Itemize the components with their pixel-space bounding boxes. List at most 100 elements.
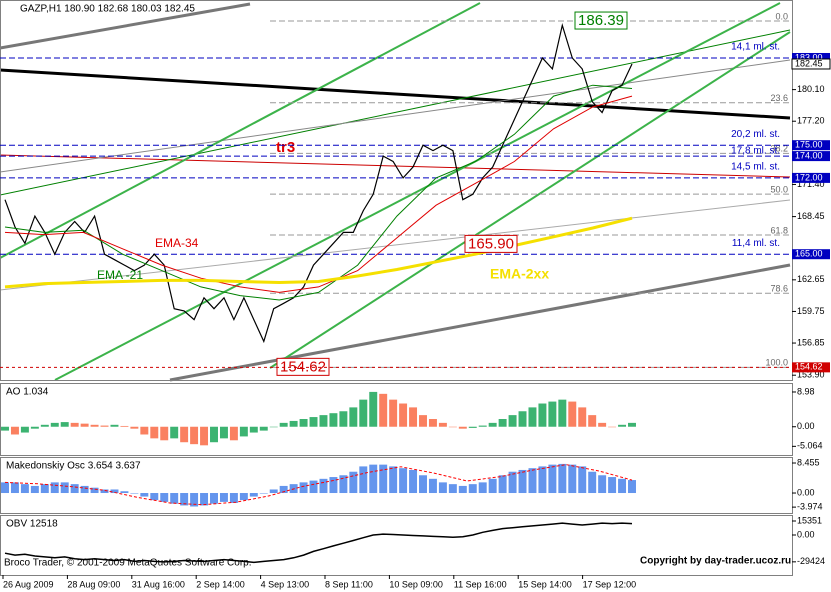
bar <box>120 425 129 427</box>
bar <box>379 393 388 427</box>
bar <box>488 478 497 494</box>
panel-title: OBV 12518 <box>6 519 58 530</box>
x-tick-label: 26 Aug 2009 <box>3 579 54 589</box>
bar <box>70 484 79 494</box>
bar <box>548 464 557 494</box>
bar <box>508 471 517 494</box>
bar <box>568 464 577 494</box>
bar <box>259 493 268 494</box>
bar <box>329 413 338 427</box>
bar <box>10 426 19 435</box>
bar <box>438 422 447 427</box>
level-note: 11,4 ml. st. <box>732 238 780 249</box>
low-box <box>792 362 830 373</box>
bar <box>150 426 159 439</box>
bar <box>50 482 59 494</box>
bar <box>389 399 398 427</box>
y-tick-label: 0.00 <box>797 487 815 497</box>
series-label: EMA-34 <box>155 236 199 250</box>
channel-line <box>54 2 781 381</box>
bar <box>180 426 189 443</box>
panel-frame <box>0 515 793 576</box>
bar <box>389 466 398 494</box>
bar <box>329 477 338 494</box>
bar <box>30 485 39 494</box>
price-tag: 165.90 <box>468 235 514 252</box>
bar <box>319 478 328 494</box>
last-price-box <box>791 58 831 70</box>
level-price: 175.00 <box>795 140 823 150</box>
bar <box>498 419 507 427</box>
level-note: 20,2 ml. st. <box>731 129 780 140</box>
x-tick-label: 28 Aug 09:00 <box>67 579 120 589</box>
level-price: 174.00 <box>795 150 823 160</box>
x-tick-label: 15 Sep 14:00 <box>518 579 572 589</box>
line-series <box>4 464 633 506</box>
bar <box>409 469 418 494</box>
level-box <box>792 52 830 63</box>
bar <box>598 475 607 494</box>
bar <box>90 424 99 427</box>
bar <box>419 475 427 494</box>
channel-line <box>0 2 481 259</box>
bar <box>399 468 408 494</box>
panel-title: Makedonskiy Osc 3.654 3.637 <box>6 461 141 472</box>
y-tick-label: -3.974 <box>797 501 823 511</box>
bar <box>568 401 577 427</box>
bar <box>538 403 547 427</box>
bar <box>319 415 328 427</box>
level-note: 14,5 ml. st. <box>731 162 780 173</box>
bar <box>249 426 258 433</box>
bar <box>190 493 199 507</box>
bar <box>160 493 169 502</box>
bar <box>508 415 517 427</box>
bar <box>458 426 467 429</box>
bar <box>369 464 378 494</box>
fib-label: 61.8 <box>770 225 788 235</box>
bar <box>608 426 617 428</box>
y-tick-label: 168.45 <box>797 211 825 221</box>
bar <box>468 426 477 428</box>
bar <box>200 426 209 446</box>
series-label: EMA -21 <box>97 268 143 282</box>
trend-line <box>0 68 791 120</box>
bar <box>628 422 636 427</box>
bar <box>20 484 29 494</box>
fib-label: 50.0 <box>770 185 788 195</box>
bar <box>100 489 109 494</box>
level-box <box>792 249 830 260</box>
bar <box>598 422 607 427</box>
bar <box>259 426 268 431</box>
bar <box>180 493 189 506</box>
bar <box>110 489 119 494</box>
bar <box>269 489 278 494</box>
bar <box>528 407 537 427</box>
bar <box>60 422 69 427</box>
bar <box>399 403 408 427</box>
bar <box>458 485 467 494</box>
bar <box>200 493 209 506</box>
bar <box>548 401 557 427</box>
bar <box>130 426 139 429</box>
level-note: 17,8 ml. st. <box>731 146 780 157</box>
bar <box>210 493 218 504</box>
fib-label: 100.0 <box>765 358 788 368</box>
y-tick-label: 162.65 <box>797 274 825 284</box>
low-price: 154.62 <box>795 362 823 372</box>
bar <box>130 493 139 494</box>
y-tick-label: 15351 <box>797 515 822 525</box>
bar <box>438 482 447 494</box>
line-series <box>4 22 633 344</box>
trend-line <box>0 154 791 178</box>
trend-line <box>169 263 791 382</box>
y-tick-label: -29424 <box>797 556 825 566</box>
bar <box>349 407 358 427</box>
fib-label: 0.0 <box>775 11 788 21</box>
bar <box>628 480 636 494</box>
bar <box>90 487 99 494</box>
bar <box>279 422 288 427</box>
bar <box>369 391 378 427</box>
bar <box>100 425 109 427</box>
